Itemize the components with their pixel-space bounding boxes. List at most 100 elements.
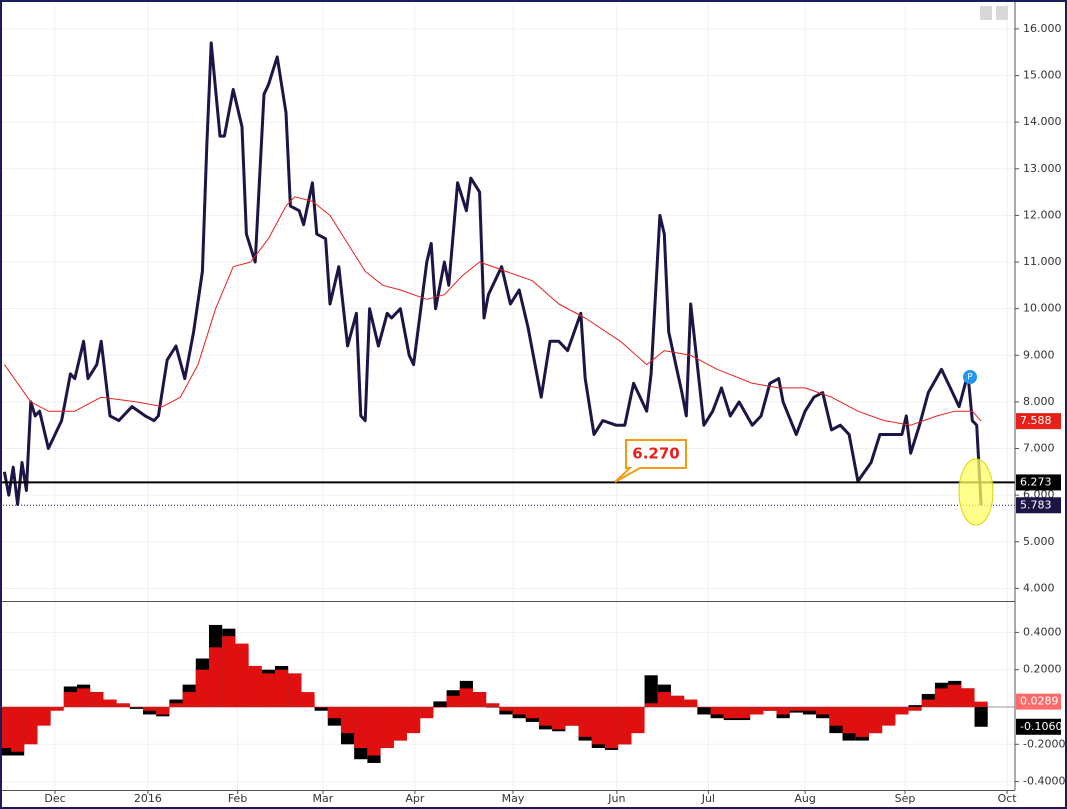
histogram-bar	[525, 707, 539, 719]
histogram-bar	[367, 707, 381, 756]
histogram-bar	[842, 707, 856, 734]
histogram-bar	[433, 707, 447, 708]
histogram-bar	[486, 703, 500, 708]
histogram-bar	[406, 707, 421, 734]
series-line	[2, 41, 983, 506]
y-tick-label: 10.000	[1023, 302, 1062, 315]
y-tick-label: 14.000	[1023, 115, 1062, 128]
y-tick-label: 7.000	[1023, 442, 1055, 455]
histogram-bar	[776, 707, 790, 715]
histogram-bar	[578, 707, 592, 737]
histogram-bar	[789, 707, 803, 711]
highlight-ellipse	[958, 458, 994, 526]
histogram-bar	[446, 695, 460, 708]
histogram-bar	[895, 707, 909, 715]
histogram-bar	[0, 707, 11, 749]
histogram-bar	[24, 707, 38, 745]
marker[interactable]: P	[963, 370, 977, 384]
histogram-bar	[552, 707, 566, 730]
scroll-button[interactable]	[980, 6, 992, 20]
price-label: 6.273	[1020, 475, 1052, 488]
histogram-bar	[882, 707, 896, 726]
histogram-bar	[10, 707, 25, 752]
histogram-bar	[433, 701, 447, 708]
x-tick-label: Dec	[44, 792, 65, 805]
marker-text: P	[967, 373, 973, 383]
histogram-bar	[37, 707, 51, 726]
y-tick-label: 11.000	[1023, 255, 1062, 268]
histogram-bar	[261, 673, 275, 708]
marker-circle[interactable]	[963, 370, 977, 384]
overlay-layer: 4.0005.0006.0007.0008.0009.00010.00011.0…	[44, 22, 1065, 805]
histogram-bar	[855, 707, 869, 737]
histogram-bar	[934, 688, 949, 708]
x-tick-label: Sep	[895, 792, 916, 805]
y-tick-label: 9.000	[1023, 348, 1055, 361]
histogram-bar	[604, 707, 619, 749]
histogram-bar	[974, 701, 988, 708]
histogram-bar	[222, 636, 236, 708]
histogram-bar	[644, 675, 658, 708]
histogram-bar	[142, 707, 157, 711]
histogram-bar	[235, 643, 249, 708]
histogram-bar	[908, 707, 922, 711]
y-tick-label: 0.2000	[1023, 663, 1062, 676]
x-tick-label: Jun	[607, 792, 625, 805]
y-tick-label: 15.000	[1023, 69, 1062, 82]
price-label-box	[1016, 474, 1061, 491]
histogram-bar	[116, 703, 130, 708]
histogram-bar	[301, 692, 315, 708]
price-label-box	[1016, 497, 1061, 514]
histogram-bar	[948, 684, 962, 708]
histogram-bar	[816, 707, 830, 715]
histogram-bar	[921, 699, 935, 708]
histogram-bar	[327, 707, 341, 719]
histogram-bar	[314, 707, 328, 708]
histogram-bar	[420, 707, 434, 719]
histogram-bar	[486, 707, 500, 708]
y-tick-label: -0.2000	[1023, 737, 1065, 750]
histogram-bar	[129, 707, 143, 708]
histogram-bar	[208, 647, 223, 708]
histogram-bar	[169, 703, 183, 708]
histogram-bar	[63, 692, 77, 708]
histogram-bar	[459, 688, 473, 708]
histogram-bar	[868, 707, 883, 734]
scroll-button[interactable]	[996, 6, 1008, 20]
histogram-bar	[618, 707, 632, 745]
x-tick-label: Jul	[701, 792, 715, 805]
histogram-bar	[354, 707, 368, 749]
histogram-bar	[314, 707, 328, 711]
x-tick-label: Mar	[313, 792, 334, 805]
callout-box	[614, 439, 687, 483]
histogram-bar	[103, 699, 117, 708]
x-tick-label: May	[502, 792, 525, 805]
x-tick-label: Aug	[794, 792, 815, 805]
price-label: -0.1060	[1020, 720, 1062, 733]
callout-text: 6.270	[632, 445, 679, 463]
price-label-box	[1016, 693, 1061, 710]
histogram-bar	[697, 707, 711, 708]
y-tick-label: 4.000	[1023, 581, 1055, 594]
histogram-bar	[829, 707, 843, 726]
series-line	[3, 196, 982, 426]
x-tick-label: 2016	[134, 792, 162, 805]
histogram-bar	[697, 707, 711, 715]
histogram-bar	[670, 695, 685, 708]
y-tick-label: 0.4000	[1023, 625, 1062, 638]
y-tick-label: -0.4000	[1023, 775, 1065, 788]
price-label-box	[1016, 413, 1061, 430]
histogram-bar	[736, 707, 751, 719]
histogram-bar	[472, 692, 487, 708]
y-tick-label: 5.000	[1023, 535, 1055, 548]
histogram-bar	[512, 707, 526, 715]
histogram-bar	[710, 707, 724, 715]
y-tick-label: 16.000	[1023, 22, 1062, 35]
histogram-bar	[182, 692, 196, 708]
price-label: 5.783	[1020, 498, 1052, 511]
histogram-bar	[380, 707, 394, 749]
histogram-bar	[499, 707, 513, 711]
